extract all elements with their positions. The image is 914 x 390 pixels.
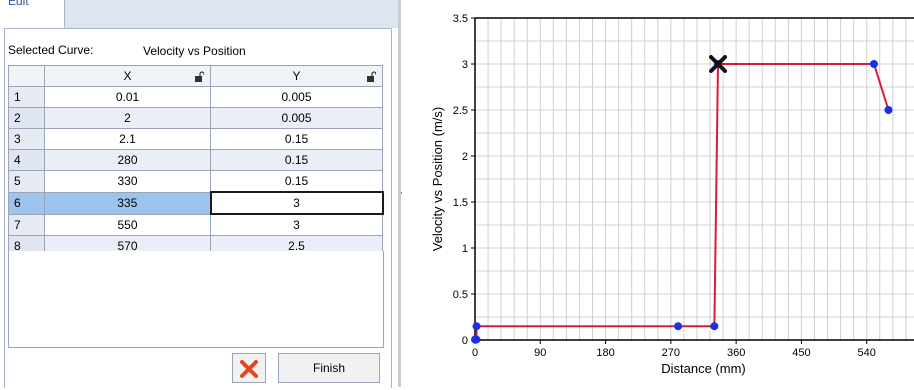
unlock-icon[interactable] — [195, 71, 204, 82]
data-point[interactable] — [869, 60, 878, 68]
cell-y[interactable]: 0.15 — [210, 128, 383, 150]
x-tick-label: 90 — [534, 347, 546, 359]
table-row[interactable]: 4 280 0.15 — [8, 149, 383, 171]
row-number[interactable]: 7 — [8, 213, 45, 236]
y-tick-label: 0.5 — [453, 289, 468, 301]
data-point[interactable] — [472, 322, 481, 331]
y-tick-label: 1 — [462, 243, 468, 255]
pane-splitter[interactable] — [398, 0, 401, 387]
x-tick-label: 360 — [727, 347, 745, 359]
column-header-y[interactable]: Y — [210, 65, 383, 87]
cell-y[interactable]: 0.15 — [210, 149, 383, 171]
table-row[interactable]: 1 0.01 0.005 — [8, 86, 383, 108]
row-number[interactable]: 1 — [8, 86, 45, 108]
x-tick-label: 180 — [596, 347, 614, 359]
x-tick-label: 540 — [858, 347, 876, 359]
y-tick-label: 1.5 — [453, 197, 468, 209]
data-point[interactable] — [472, 335, 481, 344]
cell-x[interactable]: 2.1 — [44, 128, 211, 150]
red-x-icon — [240, 360, 258, 378]
cell-y[interactable]: 3 — [210, 213, 383, 236]
velocity-position-chart[interactable]: 09018027036045054063000.511.522.533.5Dis… — [402, 0, 914, 387]
x-tick-label: 450 — [792, 347, 810, 359]
y-tick-label: 2 — [462, 151, 468, 163]
selected-point-marker[interactable] — [709, 55, 728, 73]
row-number[interactable]: 2 — [8, 107, 45, 129]
selected-curve-label: Selected Curve: — [8, 43, 94, 57]
cell-x[interactable]: 2 — [44, 107, 211, 129]
x-tick-label: 0 — [472, 347, 478, 359]
selected-curve-value: Velocity vs Position — [143, 44, 246, 58]
table-empty-area[interactable] — [8, 251, 384, 348]
cell-x[interactable]: 280 — [44, 149, 211, 171]
finish-button[interactable]: Finish — [278, 353, 380, 383]
x-axis-label: Distance (mm) — [661, 361, 746, 376]
table-row-selected[interactable]: 6 335 3 — [8, 191, 384, 215]
row-number[interactable]: 4 — [8, 149, 45, 171]
column-x-label: X — [123, 69, 132, 83]
row-header-corner[interactable] — [8, 65, 45, 87]
cell-x[interactable]: 335 — [44, 191, 211, 215]
points-table: X Y 1 0.01 0.005 2 2 0.005 3 — [8, 65, 384, 257]
cell-y[interactable]: 0.005 — [210, 86, 383, 108]
column-y-label: Y — [292, 69, 301, 83]
data-point[interactable] — [710, 322, 719, 331]
curve-editor-pane: Edit Selected Curve: Velocity vs Positio… — [0, 0, 398, 388]
row-number[interactable]: 5 — [8, 170, 45, 193]
cell-y[interactable]: 0.005 — [210, 107, 383, 129]
x-tick-label: 270 — [662, 347, 680, 359]
cell-y-editing[interactable]: 3 — [209, 191, 384, 215]
tab-edit[interactable]: Edit — [0, 0, 65, 28]
tab-strip: Edit — [0, 0, 398, 28]
table-row[interactable]: 5 330 0.15 — [8, 170, 383, 193]
row-number[interactable]: 6 — [8, 191, 45, 215]
cancel-button[interactable] — [232, 353, 266, 383]
data-point[interactable] — [884, 106, 893, 114]
y-tick-label: 2.5 — [453, 105, 468, 117]
unlock-icon[interactable] — [367, 71, 376, 82]
y-tick-label: 3 — [462, 59, 468, 71]
tab-edit-label: Edit — [8, 0, 29, 8]
table-row[interactable]: 7 550 3 — [8, 213, 383, 236]
y-tick-label: 3.5 — [453, 13, 468, 25]
y-tick-label: 0 — [462, 335, 468, 347]
table-row[interactable]: 2 2 0.005 — [8, 107, 383, 129]
column-header-x[interactable]: X — [44, 65, 211, 87]
cell-x[interactable]: 330 — [44, 170, 211, 193]
table-row[interactable]: 3 2.1 0.15 — [8, 128, 383, 150]
data-point[interactable] — [674, 322, 683, 331]
table-header: X Y — [8, 65, 383, 87]
cell-y[interactable]: 0.15 — [210, 170, 383, 193]
chart-area: 09018027036045054063000.511.522.533.5Dis… — [402, 0, 914, 387]
y-axis-label: Velocity vs Position (m/s) — [430, 107, 445, 252]
cell-x[interactable]: 550 — [44, 213, 211, 236]
cell-x[interactable]: 0.01 — [44, 86, 211, 108]
row-number[interactable]: 3 — [8, 128, 45, 150]
